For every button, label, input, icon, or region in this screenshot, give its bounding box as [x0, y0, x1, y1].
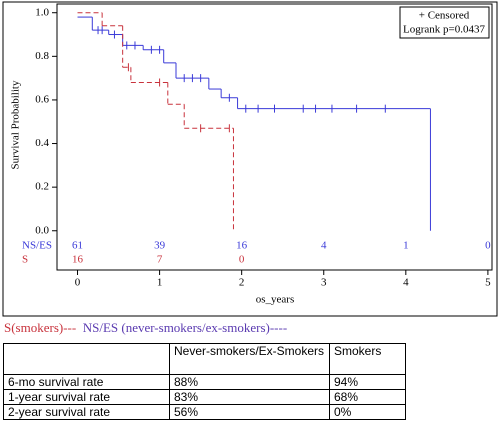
at-risk-count: 61	[72, 240, 83, 252]
x-tick-label: 0	[75, 277, 81, 289]
x-tick-label: 4	[403, 277, 409, 289]
table-header: Never-smokers/Ex-Smokers Smokers	[3, 343, 406, 375]
legend-censored: + Censored	[419, 10, 470, 22]
at-risk-name: NS/ES	[22, 240, 52, 252]
outer-frame	[2, 1, 498, 317]
caption-smokers: S(smokers)---	[4, 320, 77, 335]
table: Never-smokers/Ex-Smokers Smokers 6-mo sur…	[3, 343, 406, 420]
cell: 88%	[169, 374, 330, 390]
at-risk-name: S	[22, 254, 28, 266]
at-risk-count: 7	[157, 254, 163, 266]
cell: 83%	[169, 389, 330, 405]
y-tick-label: 0.2	[35, 181, 49, 193]
x-tick-label: 1	[157, 277, 163, 289]
cell: 0%	[329, 404, 406, 420]
y-tick-label: 0.0	[35, 224, 49, 236]
cell: 2-year survival rate	[3, 404, 170, 420]
at-risk-count: 39	[154, 240, 166, 252]
cell: 1-year survival rate	[3, 389, 170, 405]
x-tick-label: 3	[321, 277, 327, 289]
plot-frame	[56, 3, 493, 271]
caption: S(smokers)--- NS/ES (never-smokers/ex-sm…	[4, 320, 287, 336]
table-row: 1-year survival rate 83% 68%	[3, 389, 406, 405]
y-tick-label: 0.6	[35, 93, 49, 105]
y-tick-label: 0.8	[35, 50, 49, 62]
cell: Smokers	[329, 343, 406, 375]
at-risk-count: 0	[239, 254, 245, 266]
cell: 94%	[329, 374, 406, 390]
x-tick-label: 5	[485, 277, 491, 289]
cell: 6-mo survival rate	[3, 374, 170, 390]
y-tick-label: 1.0	[35, 6, 49, 18]
at-risk-count: 16	[236, 240, 248, 252]
at-risk-count: 0	[485, 240, 491, 252]
x-axis-label: os_years	[256, 294, 295, 306]
at-risk-count: 4	[321, 240, 327, 252]
chart: + Censored Logrank p=0.0437 Survival Pro…	[2, 1, 498, 317]
at-risk-count: 1	[403, 240, 409, 252]
at-risk-count: 16	[72, 254, 84, 266]
table-row: 2-year survival rate 56% 0%	[3, 404, 406, 420]
y-axis-label: Survival Probability	[10, 80, 22, 169]
cell: Never-smokers/Ex-Smokers	[169, 343, 330, 375]
cell	[3, 343, 170, 375]
table-row: 6-mo survival rate 88% 94%	[3, 374, 406, 390]
x-tick-label: 2	[239, 277, 245, 289]
cell: 56%	[169, 404, 330, 420]
cell: 68%	[329, 389, 406, 405]
annotation: Logrank p=0.0437	[403, 24, 485, 36]
y-tick-label: 0.4	[35, 137, 49, 149]
caption-nses: NS/ES (never-smokers/ex-smokers)----	[82, 320, 288, 335]
legend-box	[399, 6, 490, 39]
